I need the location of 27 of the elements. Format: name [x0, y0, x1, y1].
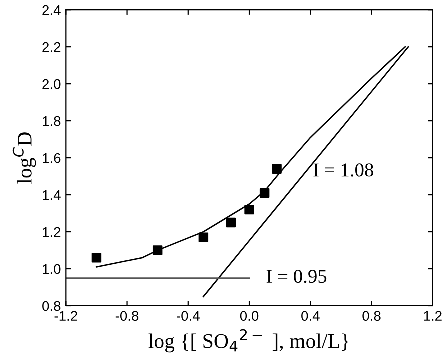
y-tick-label: 0.8 — [42, 301, 61, 312]
y-tick-label: 1.4 — [43, 190, 61, 200]
point — [244, 204, 254, 215]
y-tick-label: 1.0 — [43, 264, 61, 274]
point — [226, 218, 236, 228]
x-tick-label: -0.8 — [116, 311, 139, 322]
point — [198, 232, 209, 242]
y-axis-title: log$^{C}$D — [12, 132, 36, 184]
point — [152, 246, 163, 256]
y-tick-label: 2.0 — [42, 79, 61, 90]
point — [272, 164, 282, 174]
x-tick-label: 0.0 — [240, 311, 259, 322]
series-label: I = 1.08 — [314, 164, 374, 177]
y-tick-label: 2.4 — [42, 5, 61, 16]
x-tick-label: 1.2 — [424, 311, 442, 321]
x-axis-title: log {[ SO$_{4}$$^{2−}$ ], mol/L} — [148, 329, 349, 353]
x-tick-label: 0.4 — [302, 311, 320, 322]
y-tick-label: 1.6 — [43, 153, 61, 164]
point — [260, 188, 270, 198]
point — [92, 253, 102, 263]
x-tick-label: -1.2 — [54, 311, 78, 321]
x-tick-label: 0.8 — [362, 311, 381, 322]
series-label: I = 0.95 — [266, 270, 327, 284]
y-tick-label: 2.2 — [42, 42, 61, 52]
y-tick-label: 1.8 — [43, 116, 61, 126]
x-tick-label: -0.4 — [177, 311, 200, 322]
y-tick-label: 1.2 — [43, 227, 61, 238]
